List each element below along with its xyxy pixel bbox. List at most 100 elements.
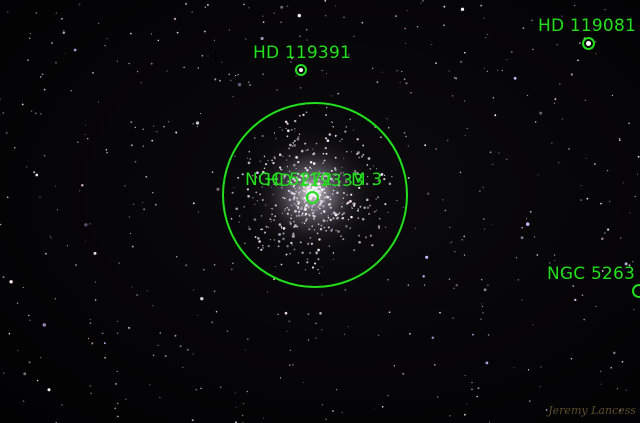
background-star: [559, 83, 561, 85]
background-star: [55, 185, 57, 187]
background-star: [326, 72, 327, 74]
background-star: [186, 348, 189, 351]
background-star: [343, 16, 345, 19]
background-star: [260, 36, 264, 41]
background-star: [482, 311, 484, 314]
background-star: [403, 132, 406, 134]
background-star: [487, 334, 490, 336]
background-star: [545, 409, 548, 411]
background-star: [407, 176, 410, 179]
background-star: [423, 284, 426, 286]
background-star: [483, 288, 487, 292]
background-star: [2, 276, 5, 278]
background-star: [292, 364, 294, 366]
background-star: [361, 21, 364, 24]
background-star: [94, 299, 97, 301]
background-star: [463, 235, 465, 238]
background-star: [152, 305, 154, 307]
background-star: [228, 29, 231, 31]
background-star: [150, 62, 153, 65]
background-star: [36, 379, 39, 382]
background-star: [315, 51, 317, 54]
background-star: [557, 161, 560, 164]
background-star: [486, 33, 489, 36]
background-star: [35, 173, 39, 177]
background-star: [290, 61, 292, 63]
background-star: [156, 131, 158, 133]
background-star: [472, 333, 474, 336]
background-star: [572, 285, 575, 287]
background-star: [14, 147, 16, 149]
background-star: [577, 59, 579, 62]
background-star: [70, 90, 72, 92]
background-star: [237, 73, 239, 76]
background-star: [610, 366, 613, 369]
background-star: [106, 38, 108, 39]
background-star: [580, 199, 583, 202]
background-star: [51, 42, 53, 44]
background-star: [453, 287, 455, 290]
background-star: [629, 212, 631, 214]
background-star: [191, 419, 194, 422]
background-star: [334, 5, 337, 7]
background-star: [628, 122, 630, 125]
background-star: [455, 77, 458, 80]
background-star: [622, 182, 624, 184]
background-star: [593, 28, 595, 30]
background-star: [8, 332, 11, 335]
background-star: [131, 286, 133, 288]
background-star: [607, 228, 610, 231]
background-star: [604, 232, 606, 234]
background-star: [149, 384, 151, 386]
background-star: [245, 349, 247, 351]
background-star: [33, 171, 36, 174]
background-star: [505, 58, 508, 61]
background-star: [325, 418, 327, 421]
background-star: [405, 42, 407, 44]
background-star: [143, 208, 145, 211]
background-star: [574, 298, 577, 302]
background-star: [164, 355, 167, 358]
background-star: [129, 232, 131, 235]
background-star: [584, 99, 586, 101]
background-star: [393, 365, 396, 367]
background-star: [463, 254, 466, 256]
background-star: [600, 370, 602, 372]
background-star: [388, 311, 391, 314]
m3-region-circle: [222, 102, 408, 288]
background-star: [288, 320, 290, 323]
background-star: [142, 128, 144, 130]
background-star: [536, 254, 539, 256]
background-star: [515, 257, 518, 259]
background-star: [561, 118, 564, 120]
background-star: [128, 62, 130, 65]
background-star: [307, 339, 310, 341]
background-star: [2, 112, 5, 114]
background-star: [459, 171, 462, 174]
background-star: [73, 48, 77, 52]
background-star: [337, 92, 339, 95]
background-star: [173, 17, 177, 21]
background-star: [510, 51, 513, 53]
background-star: [479, 190, 481, 192]
background-star: [54, 297, 57, 300]
background-star: [204, 32, 206, 34]
background-star: [492, 96, 495, 99]
background-star: [449, 242, 451, 244]
background-star: [246, 390, 248, 393]
background-star: [42, 323, 47, 327]
hd119081-marker: [582, 37, 595, 50]
background-star: [410, 92, 412, 94]
background-star: [424, 144, 427, 147]
background-star: [570, 357, 573, 360]
background-star: [232, 262, 234, 264]
background-star: [636, 173, 639, 175]
background-star: [453, 77, 456, 79]
hd119391-marker: [295, 64, 307, 76]
background-star: [498, 152, 500, 154]
background-star: [593, 21, 596, 24]
background-star: [117, 321, 118, 322]
background-star: [306, 39, 308, 41]
background-star: [235, 75, 237, 77]
background-star: [425, 255, 429, 259]
